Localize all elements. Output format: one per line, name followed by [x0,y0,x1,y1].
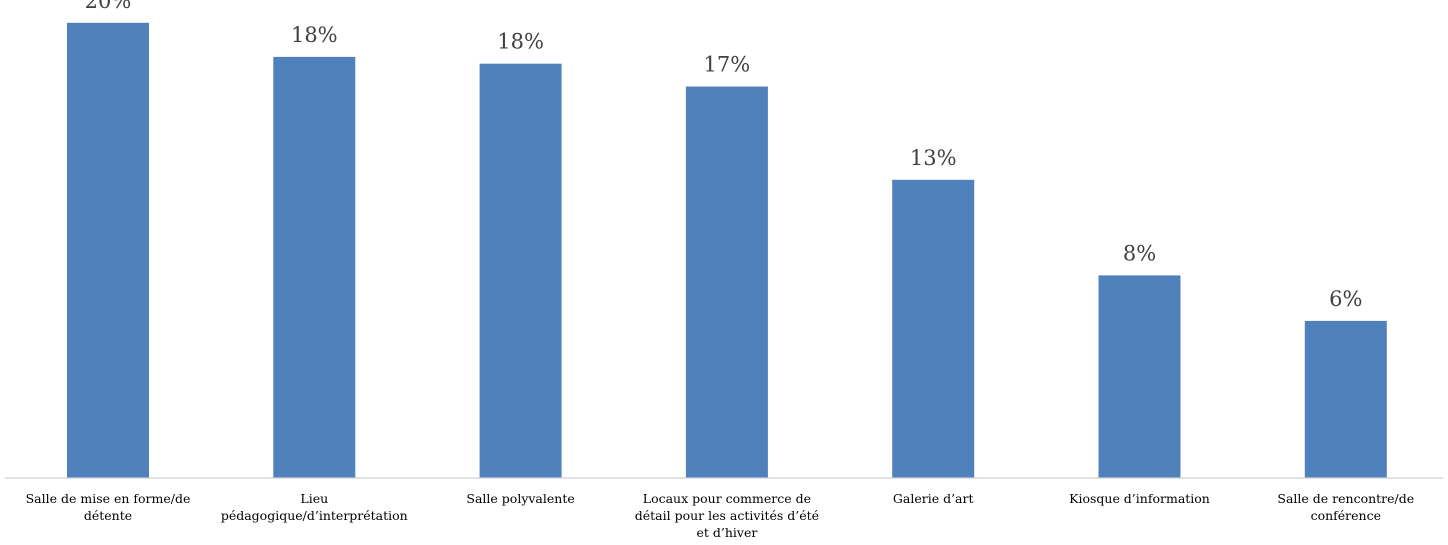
category-label-line: pédagogique/d’interprétation [221,508,408,523]
bar-6 [1098,275,1181,478]
category-label-line: détail pour les activités d’été [635,508,819,523]
category-labels-layer: Salle de mise en forme/de détente Lieu péda… [26,491,1415,540]
bar-1 [67,22,149,479]
category-label-line: Locaux pour commerce de [643,491,811,506]
category-label-line: Galerie d’art [893,491,974,506]
data-label-5: 13% [910,146,957,170]
category-label-line: détente [84,508,132,523]
category-label-line: Kiosque d’information [1069,491,1210,506]
data-labels-layer: 20% 18% 18% 17% 13% 8% 6% [85,0,1363,311]
category-label-3: Salle polyvalente [466,491,574,506]
category-label-line: conférence [1311,508,1381,523]
bar-2 [273,56,356,479]
category-label-6: Kiosque d’information [1069,491,1210,506]
category-label-line: Salle polyvalente [466,491,574,506]
bars-layer [67,22,1387,479]
data-label-7: 6% [1329,287,1362,311]
bar-7 [1304,320,1387,478]
data-label-3: 18% [497,30,544,54]
bar-4 [685,86,768,478]
category-label-line: Lieu [300,491,328,506]
category-label-1: Salle de mise en forme/de détente [26,491,191,523]
data-label-4: 17% [704,53,751,77]
data-label-1: 20% [85,0,132,13]
category-label-4: Locaux pour commerce de détail pour les a… [635,491,819,540]
category-label-2: Lieu pédagogique/d’interprétation [221,491,408,523]
bar-5 [892,179,975,479]
category-label-5: Galerie d’art [893,491,974,506]
category-label-line: Salle de mise en forme/de [26,491,191,506]
data-label-6: 8% [1123,241,1156,265]
category-label-line: et d’hiver [696,525,757,540]
bar-3 [479,63,562,478]
data-label-2: 18% [291,23,338,47]
category-label-7: Salle de rencontre/de conférence [1277,491,1414,523]
category-label-line: Salle de rencontre/de [1277,491,1414,506]
